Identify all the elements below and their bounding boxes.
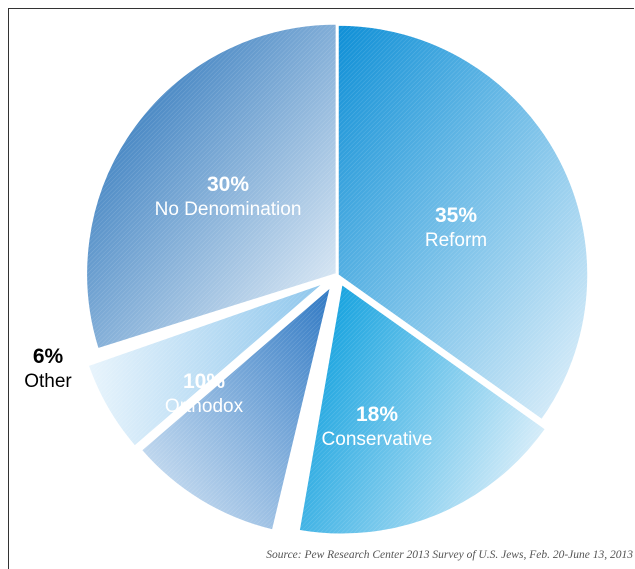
slice-name-label-reform: Reform — [425, 230, 487, 251]
slice-value-label-reform: 35% — [435, 204, 477, 227]
slice-gap — [98, 274, 339, 359]
slice-value-label-no-denomination: 30% — [207, 173, 249, 196]
slice-name-label-conservative: Conservative — [322, 429, 433, 450]
slice-name-label-other: Other — [24, 371, 72, 392]
slice-gap — [279, 274, 339, 523]
slice-texture-other — [88, 283, 325, 447]
slice-name-label-no-denomination: No Denomination — [155, 199, 302, 220]
slice-value-label-conservative: 18% — [356, 403, 398, 426]
chart-frame — [8, 8, 634, 569]
slice-value-label-orthodox: 10% — [183, 370, 225, 393]
slice-name-label-orthodox: Orthodox — [165, 396, 244, 417]
slice-texture-reform — [338, 25, 589, 420]
slice-texture-orthodox — [141, 286, 331, 531]
slice-texture-no-denomination — [86, 23, 337, 349]
slice-texture-conservative — [299, 284, 546, 535]
slice-value-label-other: 6% — [33, 345, 64, 368]
source-note: Source: Pew Research Center 2013 Survey … — [266, 549, 633, 561]
